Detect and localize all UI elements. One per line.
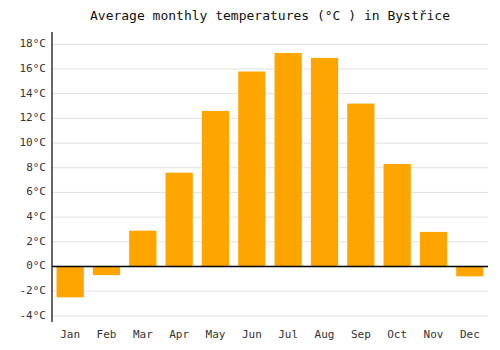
bar bbox=[166, 173, 193, 267]
chart: -4°C -2°C 0°C 2°C 4°C 6°C 8°C 10°C 12°C 14°C 16°C 1… bbox=[0, 0, 500, 350]
bar bbox=[384, 164, 411, 266]
x-tick-label: Oct bbox=[387, 328, 407, 341]
bar bbox=[311, 58, 338, 267]
x-tick-label: Mar bbox=[133, 328, 153, 341]
bar bbox=[202, 111, 229, 266]
y-tick-label: 0°C bbox=[26, 259, 46, 272]
x-tick-label: Aug bbox=[315, 328, 335, 341]
y-tick-label: -4°C bbox=[20, 309, 47, 322]
y-tick-label: 16°C bbox=[20, 62, 47, 75]
zero-line bbox=[52, 266, 488, 268]
y-tick-label: 2°C bbox=[26, 235, 46, 248]
y-tick-label: 8°C bbox=[26, 161, 46, 174]
grid-line bbox=[52, 143, 488, 144]
y-tick-label: 4°C bbox=[26, 210, 46, 223]
y-tick-label: 12°C bbox=[20, 111, 47, 124]
bar bbox=[57, 266, 84, 297]
y-tick-label: 6°C bbox=[26, 185, 46, 198]
x-tick-label: Nov bbox=[424, 328, 444, 341]
title: Average monthly temperatures (°C ) in By… bbox=[90, 8, 450, 23]
grid-line bbox=[52, 118, 488, 119]
bar bbox=[456, 266, 483, 276]
y-tick-label: 14°C bbox=[20, 87, 47, 100]
x-tick-label: Jan bbox=[60, 328, 80, 341]
bar bbox=[129, 231, 156, 267]
y-tick-label: -2°C bbox=[20, 284, 47, 297]
grid-line bbox=[52, 266, 488, 267]
grid-line bbox=[52, 291, 488, 292]
bar bbox=[93, 266, 120, 275]
x-tick-label: Dec bbox=[460, 328, 480, 341]
bar bbox=[275, 53, 302, 266]
grid-line bbox=[52, 315, 488, 316]
bar bbox=[238, 71, 265, 266]
bar bbox=[347, 104, 374, 267]
grid-line bbox=[52, 93, 488, 94]
x-tick-label: Sep bbox=[351, 328, 371, 341]
grid-line bbox=[52, 192, 488, 193]
y-axis-line bbox=[51, 32, 52, 322]
x-axis-ticks: Jan Feb Mar Apr May Jun Jul Aug Sep Oct Nov Dec bbox=[60, 328, 480, 341]
bars bbox=[57, 53, 484, 297]
grid-line bbox=[52, 69, 488, 70]
x-tick-label: May bbox=[206, 328, 226, 341]
grid bbox=[52, 44, 488, 315]
y-tick-label: 10°C bbox=[20, 136, 47, 149]
x-tick-label: Apr bbox=[169, 328, 189, 341]
grid-line bbox=[52, 167, 488, 168]
bar bbox=[420, 232, 447, 267]
y-tick-label: 18°C bbox=[20, 37, 47, 50]
grid-line bbox=[52, 44, 488, 45]
x-tick-label: Jul bbox=[278, 328, 298, 341]
chart-container: -4°C -2°C 0°C 2°C 4°C 6°C 8°C 10°C 12°C 14°C 16°C 1… bbox=[0, 0, 500, 350]
grid-line bbox=[52, 217, 488, 218]
x-tick-label: Jun bbox=[242, 328, 262, 341]
x-tick-label: Feb bbox=[97, 328, 117, 341]
y-axis-ticks: -4°C -2°C 0°C 2°C 4°C 6°C 8°C 10°C 12°C 14°C 16°C 1… bbox=[20, 37, 47, 321]
